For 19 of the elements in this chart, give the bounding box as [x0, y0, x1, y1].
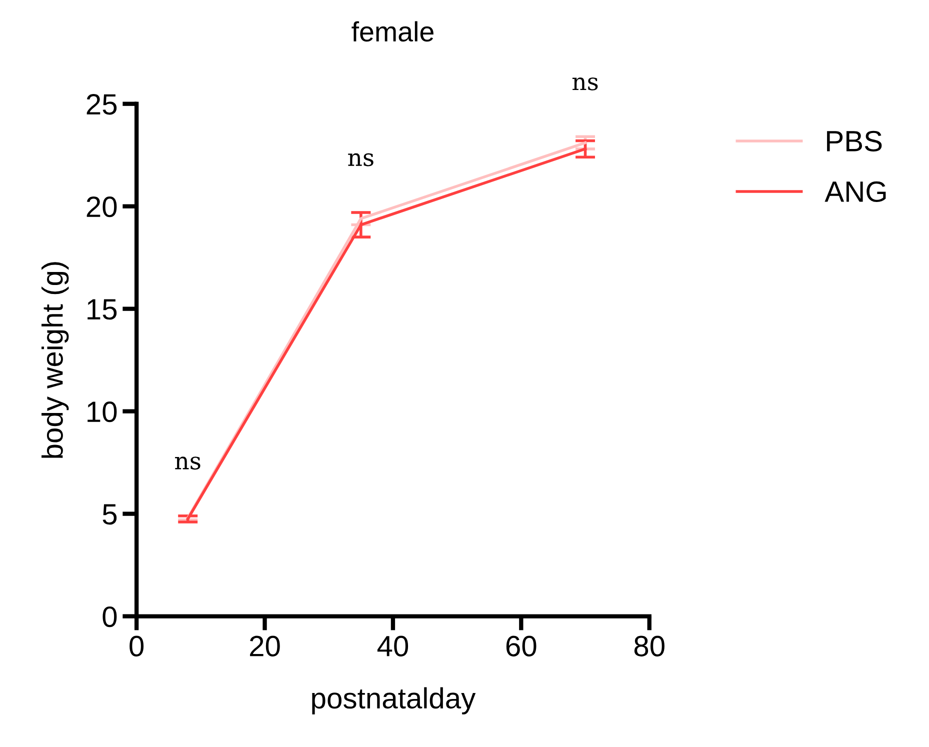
annotation: ns: [348, 153, 374, 166]
text: ns: [572, 77, 598, 90]
y-tick-label: 5: [102, 504, 117, 525]
x-tick-label: 40: [377, 636, 408, 656]
y-tick-label: 0: [102, 606, 117, 628]
y-tick-label: 25: [86, 94, 117, 115]
x-tick-label: 20: [250, 636, 280, 656]
chart-title: female: [352, 21, 434, 42]
y-axis-title: body weight (g): [42, 262, 69, 458]
legend-label: ANG: [824, 181, 886, 202]
x-tick-label: 80: [634, 636, 664, 656]
y-tick-label: 10: [88, 402, 117, 422]
y-tick-label: 15: [88, 299, 117, 320]
legend-label: PBS: [827, 130, 882, 152]
x-axis-title: postnatalday: [312, 687, 476, 714]
y-tick-label: 20: [86, 196, 117, 218]
annotation: ns: [175, 456, 200, 470]
x-tick-label: 60: [506, 636, 536, 656]
x-tick-label: 0: [130, 636, 144, 656]
